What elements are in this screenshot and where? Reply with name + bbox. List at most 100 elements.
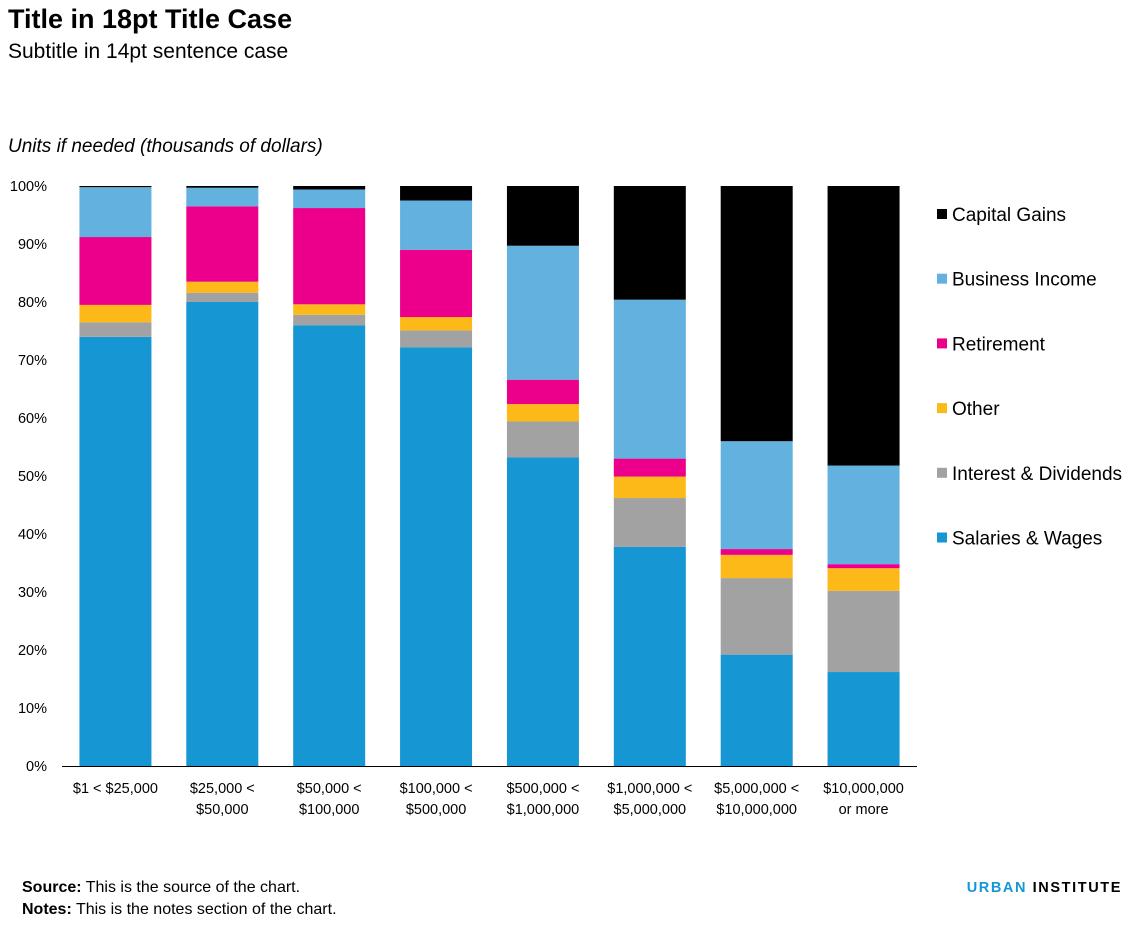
bar-segment-retirement — [720, 549, 793, 555]
bar-segment-capital-gains — [293, 186, 366, 190]
y-tick-label: 100% — [10, 179, 47, 195]
bar-segment-business-income — [186, 187, 259, 207]
bar-segment-business-income — [613, 299, 686, 459]
x-category-label-line: $100,000 < — [400, 781, 473, 797]
bar-segment-interest-dividends — [506, 421, 579, 458]
x-category-label-line: $50,000 — [196, 802, 248, 818]
x-category-label-line: $10,000,000 — [823, 781, 904, 797]
x-category-label-line: $500,000 < — [506, 781, 579, 797]
urban-institute-logo: URBAN INSTITUTE — [967, 880, 1122, 896]
x-category-label-line: or more — [839, 802, 889, 818]
x-category-label-line: $5,000,000 — [614, 802, 687, 818]
bar-segment-interest-dividends — [79, 322, 152, 337]
bar-segment-retirement — [79, 237, 152, 305]
bar-segment-interest-dividends — [720, 578, 793, 655]
bar-segment-retirement — [400, 249, 473, 318]
bar-segment-other — [613, 476, 686, 499]
source-label: Source: — [22, 879, 82, 896]
bar-segment-retirement — [186, 206, 259, 282]
legend-label: Other — [952, 399, 1000, 420]
source-text: This is the source of the chart. — [81, 879, 301, 896]
bar-segment-other — [506, 404, 579, 422]
x-category-label-line: $50,000 < — [297, 781, 362, 797]
y-tick-label: 80% — [18, 295, 47, 311]
bar-segment-interest-dividends — [400, 330, 473, 348]
source-note: Source: This is the source of the chart. — [22, 879, 300, 897]
x-category-label: $25,000 < $50,000 — [190, 781, 255, 818]
logo-institute: INSTITUTE — [1027, 880, 1122, 896]
x-category-label: $1,000,000 < $5,000,000 — [607, 781, 692, 818]
bar-segment-salaries-wages — [293, 325, 366, 766]
x-category-label-line: $10,000,000 — [716, 802, 797, 818]
bar-segment-other — [400, 317, 473, 331]
x-category-label-line: $500,000 — [406, 802, 466, 818]
y-tick-label: 40% — [18, 527, 47, 543]
bar-segment-business-income — [293, 189, 366, 209]
bar-segment-other — [186, 281, 259, 293]
bar-segment-interest-dividends — [613, 498, 686, 547]
bar-segment-capital-gains — [186, 186, 259, 188]
notes-label: Notes: — [22, 901, 72, 918]
legend-label: Retirement — [952, 334, 1046, 355]
y-tick-label: 50% — [18, 469, 47, 485]
bar-segment-business-income — [79, 187, 152, 238]
legend-swatch — [937, 467, 947, 478]
x-category-label: $5,000,000 < $10,000,000 — [714, 781, 799, 818]
bar-segment-retirement — [613, 458, 686, 477]
bar-segment-capital-gains — [720, 186, 793, 442]
y-tick-label: 0% — [26, 759, 47, 775]
y-tick-label: 20% — [18, 643, 47, 659]
bar-segment-business-income — [400, 200, 473, 250]
bar-segment-salaries-wages — [506, 457, 579, 766]
legend-swatch — [937, 273, 947, 284]
bar-segment-capital-gains — [506, 186, 579, 246]
bar-segment-salaries-wages — [613, 546, 686, 766]
bar-segment-retirement — [506, 379, 579, 405]
bar-segment-retirement — [293, 208, 366, 305]
x-category-label-line: $100,000 — [299, 802, 359, 818]
y-tick-label: 10% — [18, 701, 47, 717]
legend-swatch — [937, 209, 947, 219]
legend-swatch — [937, 532, 947, 543]
bar-segment-business-income — [506, 245, 579, 380]
bar-segment-salaries-wages — [720, 654, 793, 766]
x-category-label: $10,000,000 or more — [823, 781, 904, 818]
x-category-label-line: $1,000,000 < — [607, 781, 692, 797]
bar-segment-salaries-wages — [400, 347, 473, 766]
x-category-label: $100,000 < $500,000 — [400, 781, 473, 818]
legend-swatch — [937, 338, 947, 349]
x-category-label: $1 < $25,000 — [73, 781, 158, 797]
bar-segment-salaries-wages — [827, 672, 900, 766]
x-category-label: $50,000 < $100,000 — [297, 781, 362, 818]
logo-urban: URBAN — [966, 880, 1028, 896]
bar-segment-other — [79, 304, 152, 323]
notes-text: This is the notes section of the chart. — [71, 901, 337, 918]
y-tick-label: 70% — [18, 353, 47, 369]
bar-segment-business-income — [827, 465, 900, 565]
chart-subtitle: Subtitle in 14pt sentence case — [8, 40, 289, 63]
bar-segment-capital-gains — [613, 186, 686, 300]
bar-segment-other — [827, 568, 900, 591]
bar-segment-business-income — [720, 441, 793, 550]
bar-segment-capital-gains — [400, 186, 473, 201]
y-tick-label: 60% — [18, 411, 47, 427]
stacked-bar-chart: 0% 10% 20% 30% 40% 50% 60% 70% 80% 90% 100% $1 < $2… — [10, 179, 1122, 818]
bar-segment-other — [720, 554, 793, 579]
y-tick-label: 30% — [18, 585, 47, 601]
legend-label: Salaries & Wages — [952, 529, 1102, 550]
x-category-label-line: $25,000 < — [190, 781, 255, 797]
bar-segment-retirement — [827, 564, 900, 569]
bar-segment-interest-dividends — [827, 590, 900, 673]
legend-label: Interest & Dividends — [952, 464, 1122, 485]
bar-segment-interest-dividends — [186, 292, 259, 302]
bar-segment-interest-dividends — [293, 314, 366, 326]
bar-segment-salaries-wages — [79, 336, 152, 766]
y-tick-label: 90% — [18, 237, 47, 253]
x-category-label-line: $1,000,000 — [507, 802, 580, 818]
units-label: Units if needed (thousands of dollars) — [8, 136, 323, 157]
bar-segment-capital-gains — [827, 186, 900, 466]
bar-segment-other — [293, 304, 366, 315]
x-category-label: $500,000 < $1,000,000 — [506, 781, 579, 818]
legend-label: Business Income — [952, 270, 1097, 291]
bar-segment-salaries-wages — [186, 302, 259, 766]
